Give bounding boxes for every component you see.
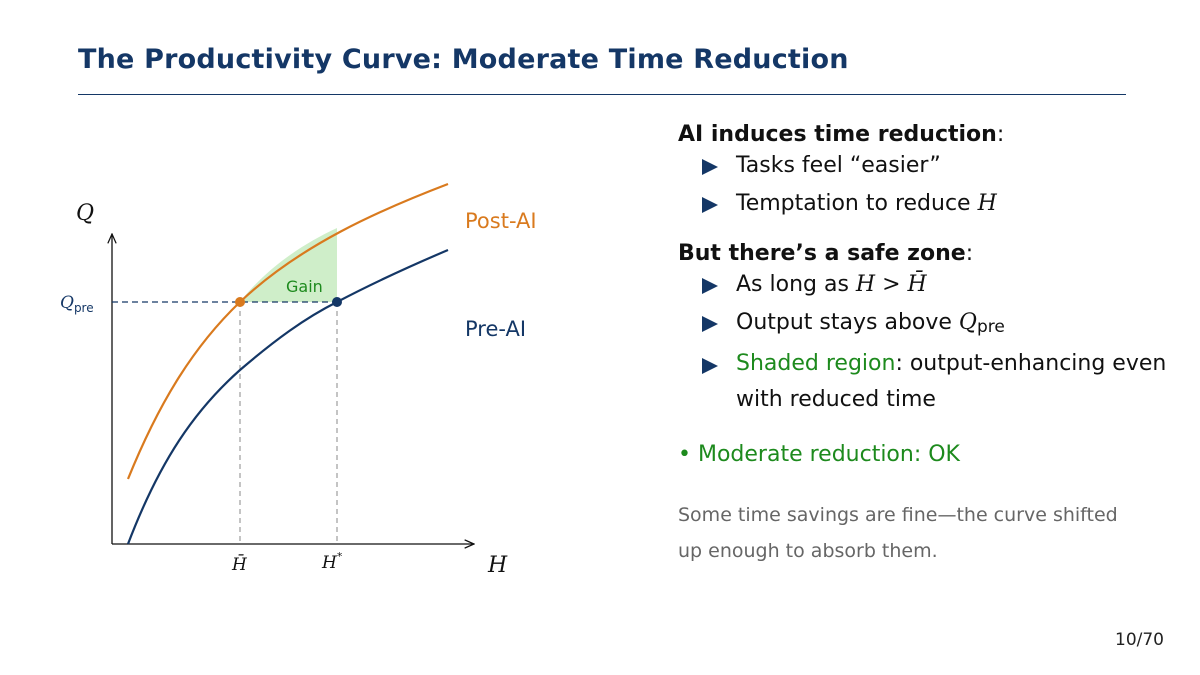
post-ai-point	[235, 297, 245, 307]
triangle-bullet-icon	[702, 316, 718, 332]
section1-heading: AI induces time reduction:	[678, 122, 1005, 147]
pre-ai-curve	[126, 248, 449, 545]
bullet-panel: AI induces time reduction: Tasks feel “e…	[678, 122, 1178, 569]
triangle-bullet-icon	[702, 358, 718, 374]
verdict: • Moderate reduction: OK	[678, 442, 960, 467]
triangle-bullet-icon	[702, 197, 718, 213]
q-pre-label: Qpre	[60, 293, 94, 315]
h-star-label: H*	[321, 550, 343, 573]
x-axis-label: H	[487, 553, 508, 578]
list-item: Tasks feel “easier”	[678, 147, 1178, 185]
note: Some time savings are fine—the curve shi…	[678, 504, 1118, 562]
list-item: Shaded region: output-enhancing even wit…	[678, 346, 1178, 418]
y-axis-label: Q	[76, 201, 94, 226]
post-ai-label: Post-AI	[465, 209, 537, 233]
title-rule	[78, 94, 1126, 95]
h-bar-label: H̄	[231, 553, 248, 575]
gain-label: Gain	[286, 277, 323, 296]
list-item: Output stays above Qpre	[678, 304, 1178, 346]
list-item: Temptation to reduce H	[678, 185, 1178, 223]
pre-ai-label: Pre-AI	[465, 317, 526, 341]
section2-heading: But there’s a safe zone:	[678, 241, 974, 266]
page-number: 10/70	[1115, 630, 1164, 650]
slide-title: The Productivity Curve: Moderate Time Re…	[78, 44, 849, 75]
triangle-bullet-icon	[702, 278, 718, 294]
triangle-bullet-icon	[702, 159, 718, 175]
list-item: As long as H > H̄	[678, 266, 1178, 304]
pre-ai-point	[332, 297, 342, 307]
productivity-curve-diagram: Q H Qpre H̄ H* Post-AI Pre-AI Gain	[60, 182, 537, 578]
